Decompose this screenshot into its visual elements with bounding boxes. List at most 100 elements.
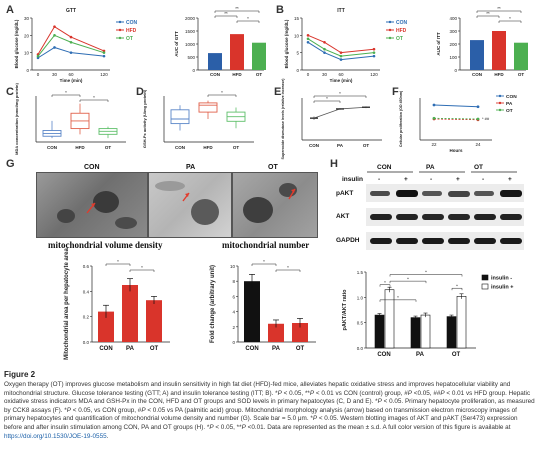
- x-tick-label: 0: [307, 72, 310, 77]
- data-point-ot: [36, 54, 40, 58]
- y-tick-label: 0.0: [357, 346, 364, 351]
- panel-label-b: B: [276, 4, 284, 16]
- y-axis-label: Mitochondrial area per hepatocyte area: [64, 247, 70, 359]
- chart-title: GTT: [66, 8, 76, 14]
- significance-label: * ##: [482, 116, 490, 121]
- y-tick-label: 15: [294, 16, 300, 21]
- bar-ot: [146, 300, 162, 342]
- data-point-con: [306, 40, 310, 44]
- significance-label: *: [339, 91, 341, 96]
- y-tick-label: 0.5: [357, 321, 364, 326]
- data-point-ot: [53, 34, 56, 37]
- blot-strip-pakt: [366, 184, 524, 202]
- x-tick-label: CON: [99, 346, 112, 352]
- data-point-con: [53, 46, 56, 49]
- sod-line-chart: Superoxide dismutase levels (relative in…: [281, 78, 382, 159]
- x-tick-label: CON: [309, 143, 319, 148]
- bar-ot: [292, 323, 308, 342]
- panel-label-f: F: [392, 86, 399, 98]
- y-tick-label: 4: [232, 310, 235, 315]
- y-tick-label: 0.6: [83, 264, 90, 269]
- x-tick-label: OT: [518, 72, 525, 77]
- y-tick-label: 0: [296, 68, 299, 73]
- significance-label: *: [407, 276, 409, 281]
- y-tick-label: 100: [449, 55, 457, 60]
- significance-label: **: [486, 11, 490, 16]
- data-point-ot: [432, 116, 436, 120]
- significance-label: *: [397, 295, 399, 300]
- y-tick-label: 1.5: [357, 270, 364, 275]
- blot-lane-sign: -: [482, 176, 485, 183]
- legend-swatch: [481, 283, 489, 290]
- legend-marker-con: [498, 94, 502, 98]
- x-tick-label: HFD: [494, 72, 504, 77]
- data-point-hfd: [339, 51, 343, 54]
- figure-caption: Oxygen therapy (OT) improves glucose met…: [4, 381, 535, 440]
- y-tick-label: 1000: [185, 42, 196, 47]
- cck8-line-chart: Cellular proliferation (OD 450nm) 22 24 Hou…: [399, 90, 517, 153]
- mito-area-bar-chart: 0.0 0.2 0.4 0.6 Mitochondrial area per hepat…: [64, 247, 170, 360]
- caption-p-italic: P: [209, 423, 214, 431]
- legend-label-ot: OT: [396, 36, 403, 42]
- significance-label: **: [224, 11, 228, 16]
- significance-label: *: [509, 16, 511, 21]
- x-axis-label: Time (min): [330, 78, 353, 83]
- significance-label: *: [263, 259, 265, 264]
- data-point-ot: [102, 51, 106, 54]
- legend-marker-hfd: [118, 28, 122, 32]
- significance-label: *: [326, 96, 328, 101]
- blot-lane-sign: +: [508, 176, 512, 183]
- legend-label-ot: OT: [506, 108, 513, 114]
- legend-label-hfd: HFD: [126, 28, 137, 34]
- y-axis-label: Cellular proliferation (OD 450nm): [399, 90, 403, 147]
- bar-con-insulin-minus: [374, 314, 385, 349]
- box-con: [170, 109, 190, 125]
- caption-p-italic: P: [440, 389, 445, 397]
- y-axis-label: GSH-Px activity (U/mg protein): [142, 89, 147, 148]
- bar-pa-insulin-minus: [410, 317, 421, 349]
- micrograph-ot: [232, 172, 318, 238]
- x-tick-label: CON: [175, 145, 185, 150]
- data-point-ot: [476, 117, 480, 121]
- blot-lane-sign: +: [456, 176, 460, 183]
- box-hfd: [198, 102, 218, 113]
- significance-label: *: [141, 265, 143, 270]
- blot-group-underlines: [367, 171, 517, 173]
- blot-row-label-gapdh: GAPDH: [336, 237, 360, 244]
- data-point-ot: [306, 37, 310, 41]
- x-tick-label: 0: [37, 72, 40, 77]
- y-tick-label: 1500: [185, 29, 196, 34]
- panel-label-e: E: [274, 86, 282, 98]
- legend-label-ot: OT: [126, 36, 133, 42]
- blot-lane-sign: +: [404, 176, 408, 183]
- y-axis-label: AUC of ITT: [436, 32, 441, 55]
- x-tick-label: 60: [68, 72, 74, 77]
- bar-pa-insulin-plus: [420, 314, 431, 349]
- y-axis-label: Blood glucose (mg/dL): [284, 19, 289, 68]
- x-tick-label: 30: [322, 72, 328, 77]
- y-tick-label: 1.0: [357, 295, 364, 300]
- blot-lane-sign: -: [378, 176, 381, 183]
- significance-label: *: [287, 265, 289, 270]
- data-point-ot: [69, 40, 73, 44]
- data-point-con: [323, 51, 326, 54]
- x-tick-label: 24: [475, 142, 481, 147]
- caption-doi-link[interactable]: https://doi.org/10.1530/JOE-19-0555: [4, 432, 107, 440]
- x-tick-label: OT: [150, 346, 159, 352]
- x-tick-label: HFD: [232, 72, 242, 77]
- legend-swatch: [481, 274, 489, 281]
- legend-label-con: CON: [126, 20, 138, 26]
- x-tick-label: OT: [256, 72, 263, 77]
- y-axis-label: MDA concentration (nmol/mg protein): [14, 83, 19, 155]
- data-point-con: [339, 58, 343, 61]
- micrograph-con: [36, 172, 148, 238]
- y-tick-label: 0.0: [83, 340, 90, 345]
- bar-pa: [268, 323, 284, 342]
- data-point-hfd: [323, 40, 326, 44]
- y-tick-label: 20: [24, 33, 30, 38]
- legend-marker-ot: [498, 108, 502, 112]
- bar-ot: [252, 42, 266, 70]
- series-line-hfd: [307, 34, 375, 54]
